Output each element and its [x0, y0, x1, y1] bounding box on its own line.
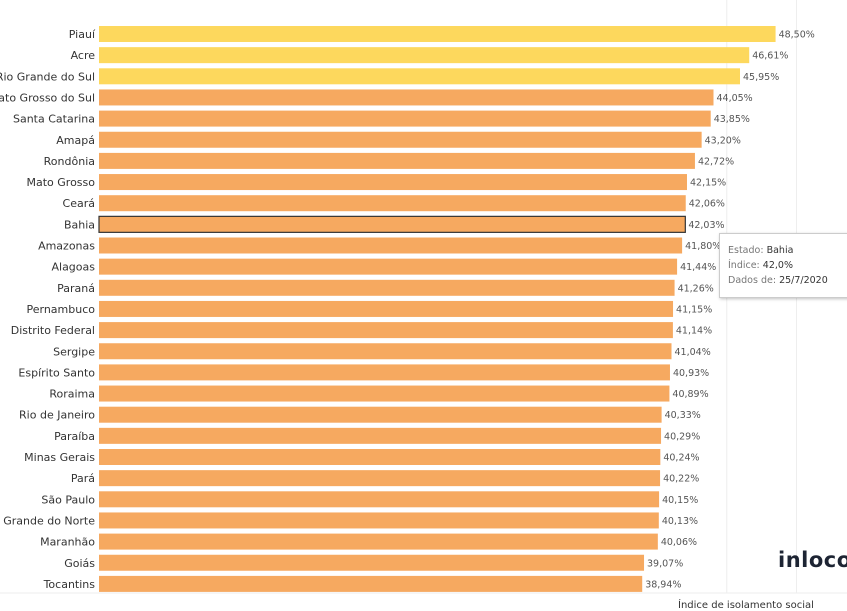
- bar[interactable]: [99, 470, 661, 487]
- bar[interactable]: [99, 279, 675, 296]
- value-label: 42,03%: [688, 220, 724, 231]
- bar[interactable]: [99, 237, 683, 254]
- category-label: Rio Grande do Sul: [0, 70, 95, 83]
- value-label: 40,29%: [664, 431, 700, 442]
- tooltip-indice-value: 42,0%: [762, 260, 793, 271]
- value-label: 40,15%: [662, 495, 698, 506]
- category-label: Espírito Santo: [18, 366, 95, 379]
- value-label: 42,72%: [698, 156, 734, 167]
- category-label: Pernambuco: [27, 303, 96, 316]
- bar[interactable]: [99, 258, 678, 275]
- value-label: 40,33%: [665, 410, 701, 421]
- category-label: Rio de Janeiro: [19, 409, 95, 422]
- tooltip: Estado: Bahia Índice: 42,0% Dados de: 25…: [719, 233, 847, 298]
- x-axis-label: Índice de isolamento social: [678, 600, 814, 611]
- tooltip-estado-label: Estado:: [728, 245, 764, 256]
- tooltip-dados-value: 25/7/2020: [779, 275, 828, 286]
- value-label: 45,95%: [743, 72, 779, 83]
- value-label: 44,05%: [716, 93, 752, 104]
- value-label: 41,80%: [685, 241, 721, 252]
- category-label: Mato Grosso do Sul: [0, 91, 95, 104]
- bar[interactable]: [99, 131, 702, 148]
- category-label: Ceará: [63, 197, 95, 210]
- bar[interactable]: [99, 427, 662, 444]
- bar[interactable]: [99, 110, 711, 127]
- bar[interactable]: [98, 215, 686, 233]
- value-label: 39,07%: [647, 558, 683, 569]
- bar[interactable]: [99, 26, 776, 42]
- bar[interactable]: [99, 533, 658, 550]
- value-label: 46,61%: [752, 51, 788, 62]
- category-label: Rondônia: [44, 155, 95, 168]
- bar[interactable]: [99, 152, 695, 169]
- bar[interactable]: [99, 174, 687, 191]
- category-label: Piauí: [69, 28, 96, 41]
- bar[interactable]: [99, 385, 670, 402]
- bar[interactable]: [99, 89, 714, 106]
- value-label: 40,06%: [661, 537, 697, 548]
- value-label: 40,22%: [663, 474, 699, 485]
- bar[interactable]: [99, 300, 674, 317]
- category-label: Amazonas: [38, 240, 95, 253]
- value-label: 41,44%: [680, 262, 716, 273]
- tooltip-estado-value: Bahia: [766, 245, 794, 256]
- category-label: Santa Catarina: [13, 113, 95, 126]
- category-label: Paraíba: [54, 430, 95, 443]
- bar[interactable]: [99, 47, 750, 64]
- value-label: 40,89%: [672, 389, 708, 400]
- category-label: Pará: [71, 472, 95, 485]
- category-label: Goiás: [64, 557, 95, 570]
- value-label: 42,15%: [690, 178, 726, 189]
- bar[interactable]: [99, 322, 673, 339]
- category-label: Distrito Federal: [11, 324, 95, 337]
- value-label: 41,15%: [676, 304, 712, 315]
- tooltip-dados-label: Dados de:: [728, 275, 777, 286]
- value-label: 42,06%: [689, 199, 725, 210]
- value-label: 40,93%: [673, 368, 709, 379]
- tooltip-indice-label: Índice:: [728, 260, 760, 271]
- value-label: 38,94%: [645, 579, 681, 590]
- category-label: Amapá: [56, 134, 95, 147]
- value-label: 41,04%: [675, 347, 711, 358]
- bar[interactable]: [99, 68, 741, 85]
- category-label: Rio Grande do Norte: [0, 514, 95, 527]
- category-label: Roraima: [49, 388, 95, 401]
- value-label: 43,20%: [705, 135, 741, 146]
- value-label: 41,14%: [676, 326, 712, 337]
- category-label: Paraná: [57, 282, 95, 295]
- bar[interactable]: [99, 512, 659, 529]
- value-label: 41,26%: [678, 283, 714, 294]
- bar[interactable]: [99, 343, 672, 360]
- category-label: Acre: [71, 49, 96, 62]
- bar[interactable]: [99, 491, 660, 508]
- value-label: 40,24%: [663, 453, 699, 464]
- bar[interactable]: [99, 554, 645, 571]
- bar[interactable]: [99, 364, 670, 381]
- category-label: Tocantins: [43, 578, 96, 591]
- category-label: Bahia: [64, 218, 95, 231]
- bar[interactable]: [99, 195, 686, 212]
- bar[interactable]: [99, 449, 661, 465]
- category-label: Maranhão: [40, 536, 95, 549]
- value-label: 48,50%: [779, 30, 815, 41]
- category-label: Sergipe: [53, 345, 95, 358]
- category-label: Alagoas: [51, 261, 95, 274]
- value-label: 40,13%: [662, 516, 698, 527]
- inloco-logo: inloco: [778, 548, 847, 572]
- value-label: 43,85%: [714, 114, 750, 125]
- category-label: Minas Gerais: [24, 451, 95, 464]
- category-label: São Paulo: [41, 493, 95, 506]
- category-label: Mato Grosso: [27, 176, 96, 189]
- bar[interactable]: [99, 575, 643, 592]
- bar[interactable]: [99, 406, 662, 423]
